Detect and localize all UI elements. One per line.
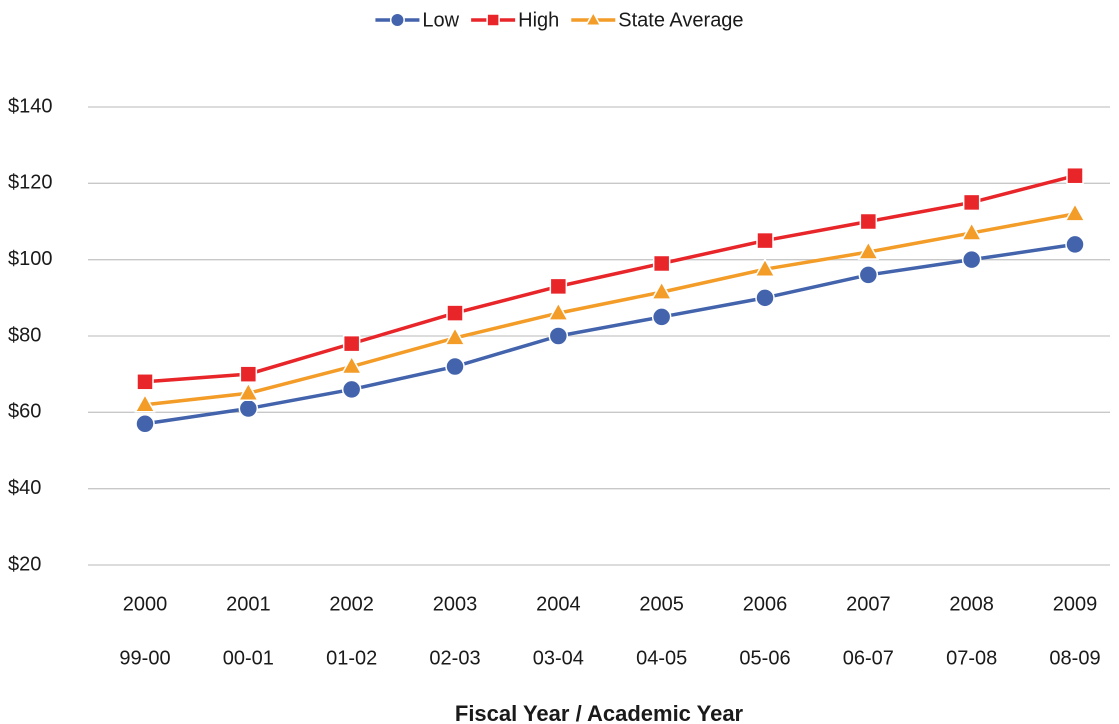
x-tick-label: 01-02 <box>326 647 377 669</box>
legend-label: High <box>518 9 559 31</box>
x-tick-label: 07-08 <box>946 647 997 669</box>
data-point <box>859 212 878 231</box>
data-point <box>548 326 569 346</box>
legend-label: Low <box>422 9 459 31</box>
y-tick-label: $60 <box>8 401 41 423</box>
x-axis-title: Fiscal Year / Academic Year <box>455 701 744 724</box>
data-point <box>857 240 880 260</box>
x-tick-label: 2007 <box>846 593 891 615</box>
legend-marker <box>486 13 500 27</box>
x-tick-label: 2006 <box>743 593 788 615</box>
data-point <box>136 373 154 391</box>
data-point <box>651 307 672 327</box>
x-tick-label: 2001 <box>226 593 271 615</box>
x-tick-label: 2009 <box>1053 593 1098 615</box>
data-point <box>755 288 775 308</box>
x-tick-label: 04-05 <box>636 647 687 669</box>
data-point <box>341 379 362 400</box>
x-tick-label: 2002 <box>329 593 374 615</box>
data-point <box>237 381 260 401</box>
data-point <box>754 257 776 277</box>
x-tick-label: 00-01 <box>223 647 274 669</box>
y-tick-label: $20 <box>8 553 41 575</box>
series-line <box>144 174 1076 384</box>
data-point <box>858 265 879 285</box>
data-point <box>340 354 363 375</box>
y-tick-label: $40 <box>8 477 41 499</box>
data-point <box>1064 202 1086 222</box>
x-tick-label: 03-04 <box>533 647 584 669</box>
legend-marker <box>584 10 602 26</box>
data-point <box>342 334 361 353</box>
data-point <box>446 304 464 322</box>
x-tick-label: 2005 <box>639 593 684 615</box>
data-point <box>756 231 774 250</box>
data-point <box>444 326 466 346</box>
data-point <box>650 280 673 300</box>
x-tick-label: 08-09 <box>1049 647 1100 669</box>
y-tick-label: $80 <box>8 324 41 346</box>
data-point <box>960 221 983 241</box>
x-tick-label: 2003 <box>433 593 478 615</box>
y-tick-label: $140 <box>8 95 53 117</box>
data-point <box>445 356 465 377</box>
data-point <box>134 393 156 413</box>
y-tick-label: $120 <box>8 172 53 194</box>
data-point <box>652 254 671 273</box>
x-tick-label: 02-03 <box>429 647 480 669</box>
data-point <box>1065 234 1085 255</box>
legend-marker <box>389 12 405 28</box>
series-line <box>144 242 1076 426</box>
data-point <box>962 193 981 212</box>
data-point <box>547 301 570 321</box>
y-tick-label: $100 <box>8 248 53 270</box>
data-point <box>549 277 568 296</box>
data-point <box>239 365 258 383</box>
x-tick-label: 99-00 <box>119 647 170 669</box>
x-tick-label: 06-07 <box>843 647 894 669</box>
data-point <box>135 414 155 434</box>
data-point <box>238 398 259 419</box>
data-point <box>1066 166 1084 185</box>
x-tick-label: 2008 <box>949 593 994 615</box>
legend-label: State Average <box>618 9 743 31</box>
x-tick-label: 05-06 <box>739 647 790 669</box>
x-tick-label: 2004 <box>536 593 581 615</box>
x-tick-label: 2000 <box>123 593 168 615</box>
series-line <box>144 212 1076 407</box>
data-point <box>961 249 982 270</box>
legend: Low High State Average <box>375 9 744 31</box>
